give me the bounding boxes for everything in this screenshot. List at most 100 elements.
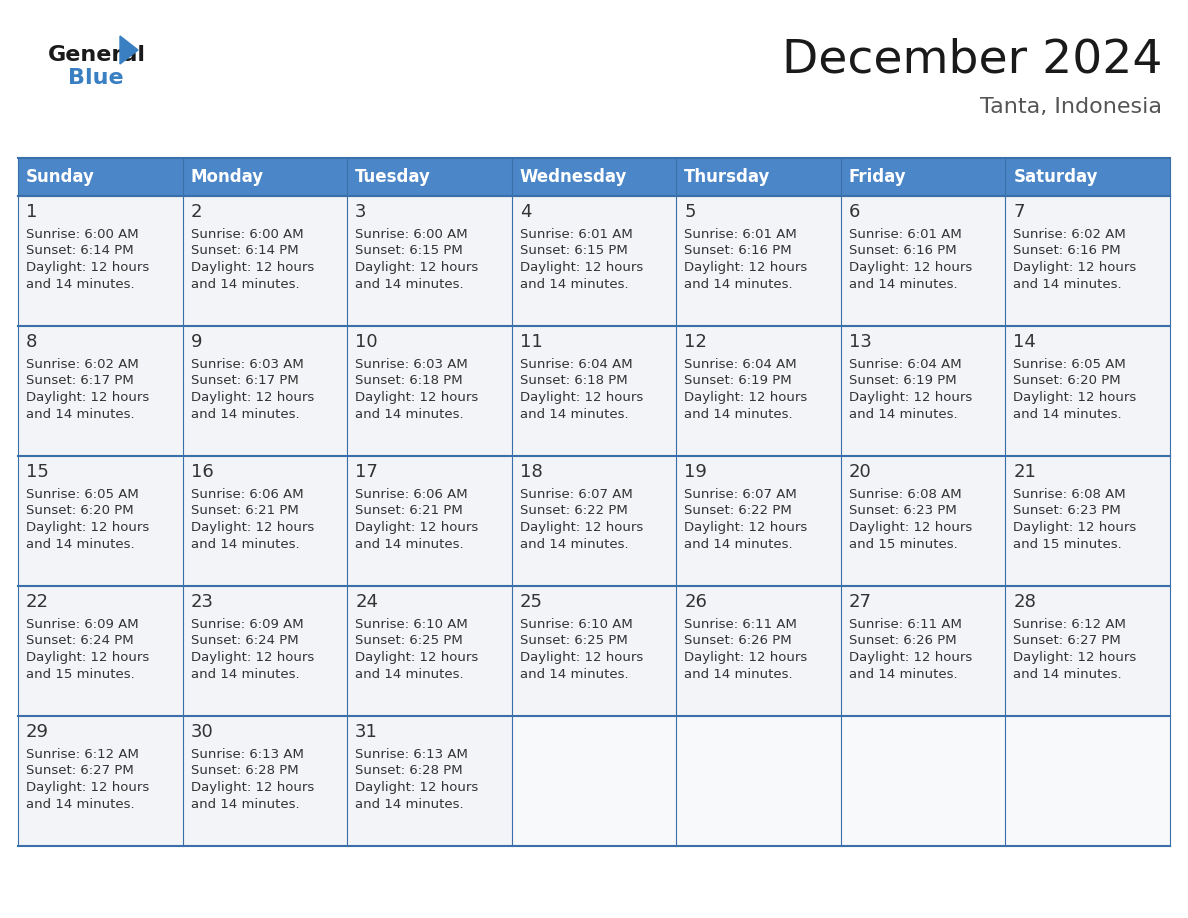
Text: Daylight: 12 hours: Daylight: 12 hours [355,652,479,665]
Bar [512,196,676,326]
Text: Sunset: 6:22 PM: Sunset: 6:22 PM [684,505,792,518]
Bar [18,326,183,456]
Text: Daylight: 12 hours: Daylight: 12 hours [849,521,972,534]
Text: Daylight: 12 hours: Daylight: 12 hours [26,652,150,665]
Text: Daylight: 12 hours: Daylight: 12 hours [190,652,314,665]
Text: 7: 7 [1013,203,1025,221]
Bar [841,196,1005,326]
Text: Sunset: 6:20 PM: Sunset: 6:20 PM [1013,375,1121,387]
Bar [1005,326,1170,456]
Text: Sunset: 6:15 PM: Sunset: 6:15 PM [519,244,627,258]
Text: Daylight: 12 hours: Daylight: 12 hours [519,262,643,274]
Bar [512,158,676,196]
Bar [18,586,183,716]
Text: and 14 minutes.: and 14 minutes. [190,668,299,681]
Text: and 14 minutes.: and 14 minutes. [519,539,628,552]
Text: Sunrise: 6:10 AM: Sunrise: 6:10 AM [355,618,468,631]
Text: 29: 29 [26,723,49,741]
Bar [512,716,676,846]
Text: and 14 minutes.: and 14 minutes. [519,278,628,292]
Text: Sunset: 6:21 PM: Sunset: 6:21 PM [190,505,298,518]
Text: 9: 9 [190,333,202,351]
Text: Sunset: 6:16 PM: Sunset: 6:16 PM [684,244,792,258]
Text: 11: 11 [519,333,543,351]
Text: and 14 minutes.: and 14 minutes. [26,278,134,292]
Text: and 14 minutes.: and 14 minutes. [26,409,134,421]
Bar [1005,456,1170,586]
Text: Sunrise: 6:00 AM: Sunrise: 6:00 AM [26,228,139,241]
Text: Daylight: 12 hours: Daylight: 12 hours [849,391,972,405]
Text: 6: 6 [849,203,860,221]
Text: 3: 3 [355,203,367,221]
Text: Sunset: 6:24 PM: Sunset: 6:24 PM [190,634,298,647]
Text: Sunrise: 6:00 AM: Sunrise: 6:00 AM [190,228,303,241]
Text: Sunrise: 6:11 AM: Sunrise: 6:11 AM [684,618,797,631]
Text: Sunset: 6:19 PM: Sunset: 6:19 PM [849,375,956,387]
Text: Sunrise: 6:13 AM: Sunrise: 6:13 AM [190,747,303,760]
Bar [841,456,1005,586]
Text: 1: 1 [26,203,37,221]
Bar [841,326,1005,456]
Text: Sunrise: 6:08 AM: Sunrise: 6:08 AM [1013,487,1126,500]
Text: Sunset: 6:26 PM: Sunset: 6:26 PM [684,634,792,647]
Text: Sunset: 6:20 PM: Sunset: 6:20 PM [26,505,133,518]
Text: Tuesday: Tuesday [355,168,431,186]
Text: and 14 minutes.: and 14 minutes. [1013,278,1121,292]
Text: 26: 26 [684,593,707,611]
Text: Wednesday: Wednesday [519,168,627,186]
Bar [841,586,1005,716]
Text: and 14 minutes.: and 14 minutes. [849,668,958,681]
Text: and 14 minutes.: and 14 minutes. [1013,668,1121,681]
Text: Sunrise: 6:03 AM: Sunrise: 6:03 AM [190,357,303,371]
Text: December 2024: December 2024 [782,38,1162,83]
Bar [841,158,1005,196]
Text: Daylight: 12 hours: Daylight: 12 hours [26,521,150,534]
Text: 24: 24 [355,593,378,611]
Text: and 15 minutes.: and 15 minutes. [1013,539,1123,552]
Text: and 14 minutes.: and 14 minutes. [684,278,792,292]
Text: Daylight: 12 hours: Daylight: 12 hours [519,521,643,534]
Text: 19: 19 [684,463,707,481]
Bar [18,196,183,326]
Bar [1005,196,1170,326]
Text: Sunrise: 6:05 AM: Sunrise: 6:05 AM [26,487,139,500]
Text: Daylight: 12 hours: Daylight: 12 hours [849,262,972,274]
Text: Sunset: 6:23 PM: Sunset: 6:23 PM [849,505,956,518]
Text: Daylight: 12 hours: Daylight: 12 hours [684,262,808,274]
Text: and 14 minutes.: and 14 minutes. [684,409,792,421]
Text: Thursday: Thursday [684,168,771,186]
Text: 30: 30 [190,723,214,741]
Text: Sunset: 6:25 PM: Sunset: 6:25 PM [355,634,463,647]
Text: Daylight: 12 hours: Daylight: 12 hours [190,521,314,534]
Text: 15: 15 [26,463,49,481]
Text: Sunset: 6:14 PM: Sunset: 6:14 PM [190,244,298,258]
Text: and 14 minutes.: and 14 minutes. [519,668,628,681]
Text: Daylight: 12 hours: Daylight: 12 hours [355,262,479,274]
Text: Sunset: 6:25 PM: Sunset: 6:25 PM [519,634,627,647]
Bar [183,196,347,326]
Bar [1005,716,1170,846]
Text: and 14 minutes.: and 14 minutes. [355,409,463,421]
Bar [841,716,1005,846]
Bar [183,586,347,716]
Text: 8: 8 [26,333,37,351]
Text: Sunrise: 6:12 AM: Sunrise: 6:12 AM [1013,618,1126,631]
Bar [18,158,183,196]
Text: Sunset: 6:27 PM: Sunset: 6:27 PM [26,765,134,778]
Text: Saturday: Saturday [1013,168,1098,186]
Bar [347,158,512,196]
Bar [512,586,676,716]
Bar [1005,158,1170,196]
Text: and 15 minutes.: and 15 minutes. [26,668,134,681]
Text: and 14 minutes.: and 14 minutes. [849,409,958,421]
Bar [18,456,183,586]
Text: 18: 18 [519,463,543,481]
Text: Monday: Monday [190,168,264,186]
Text: Daylight: 12 hours: Daylight: 12 hours [26,391,150,405]
Text: Sunrise: 6:04 AM: Sunrise: 6:04 AM [849,357,961,371]
Text: Sunset: 6:27 PM: Sunset: 6:27 PM [1013,634,1121,647]
Text: Daylight: 12 hours: Daylight: 12 hours [355,391,479,405]
Text: Daylight: 12 hours: Daylight: 12 hours [190,262,314,274]
Text: 31: 31 [355,723,378,741]
Text: and 15 minutes.: and 15 minutes. [849,539,958,552]
